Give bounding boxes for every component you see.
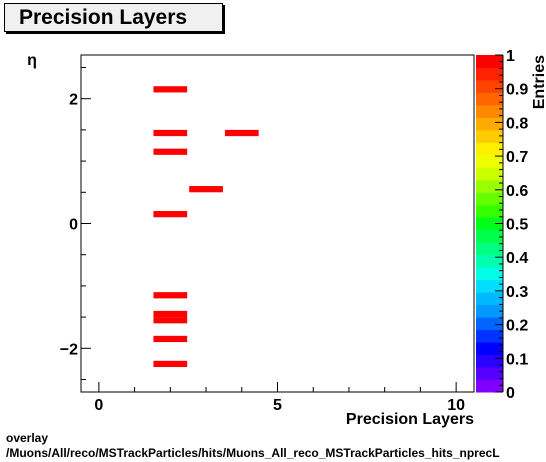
palette-swatch: [476, 55, 503, 68]
x-axis-ticks: 0 5 10: [94, 382, 465, 414]
color-palette: [476, 55, 504, 393]
x-tick-label: 5: [273, 397, 282, 414]
palette-swatch: [476, 329, 503, 343]
heatmap-cell: [189, 186, 223, 193]
heatmap-cell: [153, 211, 188, 218]
palette-swatch: [476, 67, 503, 81]
histogram-title: Precision Layers: [19, 6, 188, 29]
palette-swatch: [476, 242, 503, 256]
palette-swatch: [476, 167, 503, 181]
heatmap-cell: [153, 86, 188, 93]
footer-line-1: overlay: [6, 431, 49, 445]
palette-swatch: [476, 92, 503, 106]
palette-swatch: [476, 204, 503, 218]
palette-swatch: [476, 354, 503, 368]
palette-swatch: [476, 254, 503, 268]
heatmap-cell: [224, 129, 259, 137]
palette-swatch: [476, 154, 503, 168]
palette-swatch: [476, 292, 503, 306]
palette-swatch: [476, 267, 503, 281]
y-tick-label: −2: [60, 341, 78, 358]
z-tick-label: 0.7: [506, 149, 528, 166]
histogram-title-box: Precision Layers: [4, 3, 223, 32]
heatmap-cell: [153, 317, 188, 324]
z-axis-ticks: 0 0.1 0.2 0.3 0.4 0.5 0.6 0.7 0.8 0.9 1: [495, 48, 528, 402]
x-tick-label: 10: [447, 397, 465, 414]
z-axis-title: Entries: [531, 55, 546, 109]
z-tick-label: 0.5: [506, 217, 528, 234]
palette-swatch: [476, 179, 503, 193]
x-axis-title: Precision Layers: [346, 411, 474, 428]
x-tick-label: 0: [94, 397, 103, 414]
z-tick-label: 0.6: [506, 183, 528, 200]
heatmap-cell: [153, 360, 188, 368]
z-tick-label: 0.9: [506, 82, 528, 99]
palette-swatch: [476, 129, 503, 143]
heatmap-cells: [153, 86, 259, 368]
palette-swatch: [476, 142, 503, 156]
palette-swatch: [476, 217, 503, 231]
z-tick-label: 0.2: [506, 318, 528, 335]
heatmap-cell: [153, 335, 188, 343]
palette-swatch: [476, 79, 503, 93]
z-tick-label: 1: [506, 48, 515, 65]
palette-swatch: [476, 279, 503, 293]
heatmap-cell: [153, 129, 188, 137]
z-tick-label: 0.8: [506, 115, 528, 132]
z-tick-label: 0.4: [506, 250, 528, 267]
palette-swatch: [476, 229, 503, 243]
y-tick-label: 0: [69, 217, 78, 234]
y-axis-ticks: −2 0 2: [60, 66, 91, 381]
heatmap-cell: [153, 292, 188, 299]
z-tick-label: 0: [506, 385, 515, 402]
plot-frame: [80, 54, 475, 393]
y-axis-title: η: [27, 52, 37, 69]
z-tick-label: 0.3: [506, 284, 528, 301]
footer-line-2: /Muons/All/reco/MSTrackParticles/hits/Mu…: [6, 446, 500, 460]
palette-swatch: [476, 379, 503, 393]
palette-swatch: [476, 342, 503, 356]
palette-swatch: [476, 104, 503, 118]
z-tick-label: 0.1: [506, 351, 528, 368]
y-tick-label: 2: [69, 92, 78, 109]
heatmap-cell: [153, 148, 188, 155]
palette-swatch: [476, 117, 503, 131]
palette-swatch: [476, 192, 503, 206]
heatmap-cell: [153, 310, 188, 318]
palette-swatch: [476, 304, 503, 318]
palette-swatch: [476, 367, 503, 381]
palette-swatch: [476, 317, 503, 331]
